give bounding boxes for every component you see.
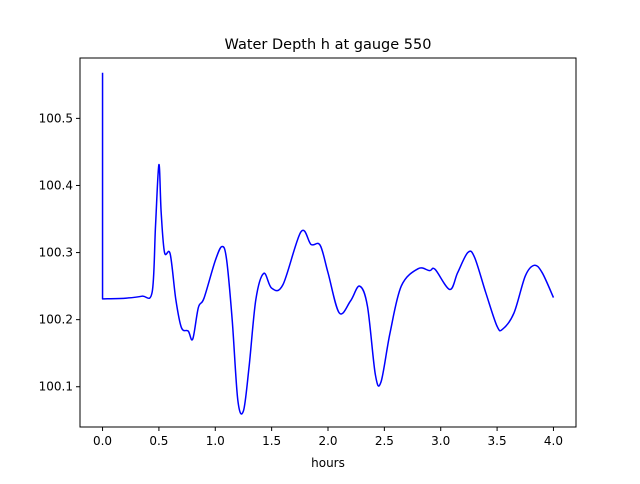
x-axis-label: hours bbox=[311, 456, 345, 470]
x-tick-label: 3.0 bbox=[431, 434, 450, 448]
y-tick-label: 100.4 bbox=[39, 178, 73, 192]
x-tick-label: 2.5 bbox=[375, 434, 394, 448]
x-axis: 0.0 0.5 1.0 1.5 2.0 2.5 3.0 3.5 4.0 bbox=[93, 427, 563, 448]
y-tick-label: 100.1 bbox=[39, 380, 73, 394]
x-tick-label: 1.0 bbox=[206, 434, 225, 448]
chart-title: Water Depth h at gauge 550 bbox=[225, 37, 432, 53]
x-tick-label: 1.5 bbox=[262, 434, 281, 448]
x-tick-label: 0.0 bbox=[93, 434, 112, 448]
x-tick-label: 0.5 bbox=[149, 434, 168, 448]
x-tick-label: 4.0 bbox=[544, 434, 563, 448]
y-tick-label: 100.3 bbox=[39, 246, 73, 260]
y-axis: 100.1 100.2 100.3 100.4 100.5 bbox=[39, 111, 80, 394]
y-tick-label: 100.5 bbox=[39, 111, 73, 125]
x-tick-label: 3.5 bbox=[488, 434, 507, 448]
x-tick-label: 2.0 bbox=[318, 434, 337, 448]
y-tick-label: 100.2 bbox=[39, 313, 73, 327]
plot-content bbox=[101, 72, 555, 415]
series-line bbox=[101, 72, 555, 415]
